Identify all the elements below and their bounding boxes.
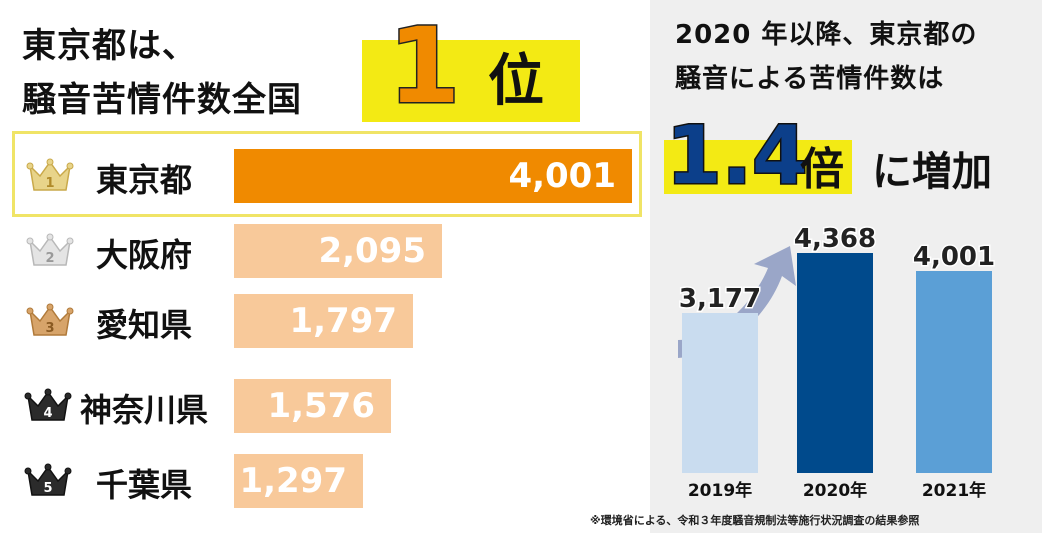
crown-icon: 3 (26, 303, 74, 343)
source-note: ※環境省による、令和３年度騒音規制法等施行状況調査の結果参照 (590, 514, 920, 527)
ranking-bar-value: 1,797 (289, 301, 397, 341)
right-title-line-1: 2020 年以降、東京都の (675, 20, 978, 50)
rank-badge-number: 1 (386, 5, 461, 128)
crown-icon: 4 (24, 388, 72, 428)
year-tick-label: 2020年 (803, 480, 867, 501)
year-tick-label: 2019年 (688, 480, 752, 501)
prefecture-name: 神奈川県 (80, 391, 209, 429)
ranking-bar: 1,297 (234, 454, 363, 508)
ranking-bar: 2,095 (234, 224, 442, 278)
ranking-bar-value: 2,095 (318, 231, 426, 271)
ratio-suffix: に増加 (872, 149, 992, 195)
title-line-1: 東京都は、 (22, 26, 197, 66)
svg-text:5: 5 (43, 481, 52, 496)
year-bar (797, 253, 873, 473)
ratio-highlight (664, 140, 852, 194)
ratio-unit: 倍 (800, 144, 844, 195)
title-line-2: 騒音苦情件数全国 (22, 80, 302, 120)
right-title-line-2: 騒音による苦情件数は (675, 64, 945, 94)
rank-badge-background (362, 40, 580, 122)
ranking-bar: 4,001 (234, 149, 632, 203)
crown-icon: 1 (26, 158, 74, 198)
crown-icon: 2 (26, 233, 74, 273)
year-tick-label: 2021年 (922, 480, 986, 501)
ratio-value: 1.4 (665, 108, 810, 204)
year-bar (916, 271, 992, 473)
year-bar-value: 3,177 (679, 284, 761, 314)
ranking-bar: 1,576 (234, 379, 391, 433)
year-bar (682, 313, 758, 473)
prefecture-name: 愛知県 (96, 306, 193, 344)
svg-text:4: 4 (43, 406, 52, 421)
yearly-bar-chart: 3,177 2019年 4,368 2020年 4,001 2021年 (677, 223, 996, 502)
prefecture-name: 千葉県 (96, 466, 193, 504)
year-bar-value: 4,368 (794, 224, 876, 254)
year-bar-value: 4,001 (913, 242, 995, 272)
prefecture-name: 大阪府 (96, 236, 193, 274)
svg-text:2: 2 (45, 251, 54, 266)
svg-text:1: 1 (45, 176, 54, 191)
rank-badge-unit: 位 (488, 49, 544, 114)
crown-icon: 5 (24, 463, 72, 503)
ranking-bar: 1,797 (234, 294, 413, 348)
rank1-highlight-box (12, 131, 642, 217)
svg-text:3: 3 (45, 321, 54, 336)
increase-arrow-icon (678, 246, 796, 358)
ranking-bar-value: 4,001 (508, 156, 616, 196)
ranking-bar-value: 1,297 (239, 461, 347, 501)
ranking-bar-value: 1,576 (267, 386, 375, 426)
prefecture-name: 東京都 (96, 161, 193, 199)
